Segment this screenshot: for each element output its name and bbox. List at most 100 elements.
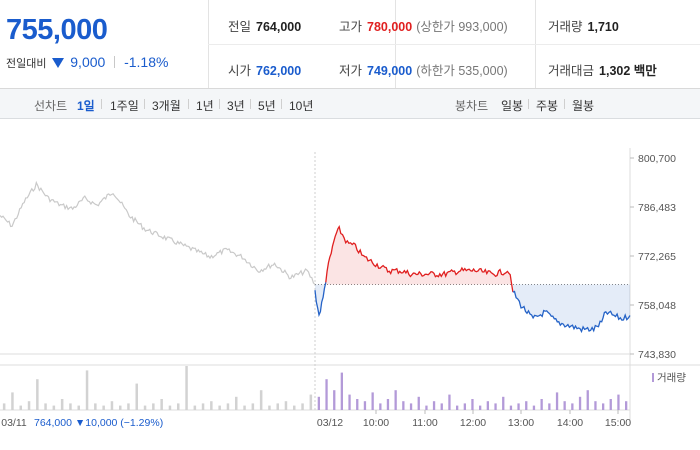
- y-tick-label: 743,830: [638, 349, 676, 361]
- prev-close-label: 전일: [228, 20, 252, 34]
- amount-label: 거래대금: [548, 64, 595, 78]
- today-volume-bar: [479, 405, 482, 410]
- prev-volume-bar: [110, 401, 114, 410]
- today-volume-bar: [609, 399, 612, 410]
- tab-5year[interactable]: 5년: [258, 99, 276, 113]
- y-tick-label: 772,265: [638, 251, 676, 263]
- tab-1week[interactable]: 1주일: [110, 99, 139, 113]
- prev-volume-bar: [52, 405, 56, 410]
- today-volume-bar: [509, 405, 513, 410]
- summary-header: 755,000 전일대비 9,000 -1.18% 전일 764,000 시가 76…: [0, 0, 700, 89]
- today-volume-bar: [340, 372, 343, 410]
- amount-value: 1,302 백만: [599, 64, 657, 78]
- today-volume-bar: [409, 403, 413, 410]
- today-volume-bar: [325, 379, 328, 410]
- tab-weekly-candle[interactable]: 주봉: [536, 99, 559, 113]
- prev-volume-bar: [27, 401, 31, 410]
- tab-divider: [144, 99, 145, 109]
- price-panel: 755,000 전일대비 9,000 -1.18%: [0, 0, 209, 88]
- prev-volume-bar: [85, 370, 89, 410]
- volume-value: 1,710: [587, 20, 619, 34]
- tab-divider: [250, 99, 251, 109]
- today-volume-bar: [379, 403, 382, 410]
- tab-3month[interactable]: 3개월: [152, 99, 181, 113]
- today-volume-bar: [456, 405, 459, 410]
- prev-volume-bar: [218, 405, 221, 410]
- x-tick-label: 11:00: [412, 417, 438, 429]
- tab-divider: [528, 99, 529, 109]
- today-volume-bar: [594, 401, 597, 410]
- prev-volume-bar: [284, 401, 288, 410]
- prev-volume-bar: [259, 390, 263, 410]
- tab-1year[interactable]: 1년: [196, 99, 214, 113]
- today-volume-bar: [486, 401, 489, 410]
- change-percent: -1.18%: [124, 54, 169, 70]
- candle-chart-label: 봉차트: [455, 99, 489, 113]
- tab-divider: [188, 99, 189, 109]
- chart-tab-bar: 선차트 1일 1주일 3개월 1년 3년 5년 10년 봉차트 일봉 주봉 월봉: [0, 89, 700, 119]
- today-volume-bar: [548, 403, 551, 410]
- prev-volume-bar: [119, 405, 122, 410]
- today-volume-bar: [386, 399, 390, 410]
- tab-3year[interactable]: 3년: [227, 99, 245, 113]
- x-tick-label: 15:00: [605, 417, 631, 429]
- today-volume-bar: [617, 394, 620, 410]
- down-area: [512, 284, 630, 332]
- today-volume-bar: [517, 403, 520, 410]
- volume-legend-swatch: [652, 373, 654, 382]
- x-tick-label: 13:00: [508, 417, 534, 429]
- prev-volume-bar: [36, 379, 39, 410]
- low-price: 저가 749,000 (하한가 535,000): [339, 60, 508, 79]
- low-label: 저가: [339, 64, 363, 78]
- today-volume-bar: [471, 399, 474, 410]
- today-volume-bar: [440, 403, 443, 410]
- prev-volume-bar: [309, 394, 313, 410]
- x-tick-label: 03/11: [1, 417, 27, 429]
- today-volume-bar: [586, 390, 589, 410]
- tab-10year[interactable]: 10년: [289, 99, 314, 113]
- today-volume-bar: [563, 401, 566, 410]
- down-triangle-icon: [52, 58, 65, 68]
- prev-volume-bar: [94, 403, 97, 410]
- tab-divider: [564, 99, 565, 109]
- tab-daily-candle[interactable]: 일봉: [501, 99, 524, 113]
- prev-volume-bar: [11, 392, 14, 410]
- chart-grid: [0, 148, 700, 425]
- prev-close-value: 764,000: [256, 20, 302, 34]
- tab-1day[interactable]: 1일: [77, 99, 95, 113]
- high-label: 고가: [339, 20, 363, 34]
- prev-volume-bar: [268, 405, 271, 410]
- change-row: 전일대비 9,000 -1.18%: [6, 54, 168, 71]
- prev-volume-bar: [168, 405, 172, 410]
- today-volume-bar: [402, 401, 405, 410]
- volume-info: 거래량 1,710: [548, 16, 619, 35]
- prev-volume-bar: [60, 399, 64, 410]
- x-tick-label: 12:00: [460, 417, 486, 429]
- open-price: 시가 762,000: [228, 60, 301, 79]
- prev-volume-bar: [102, 405, 105, 410]
- prev-day-series: [0, 180, 316, 285]
- prev-volume-bar: [135, 383, 138, 410]
- change-label: 전일대비: [6, 58, 47, 70]
- down-line: [314, 282, 327, 318]
- tab-monthly-candle[interactable]: 월봉: [572, 99, 595, 113]
- prev-volume-bar: [19, 405, 22, 410]
- prev-volume-bar: [251, 403, 255, 410]
- today-volume-bar: [502, 396, 505, 410]
- today-volume-bar: [394, 390, 397, 410]
- prev-volume-bar: [2, 403, 6, 410]
- prev-volume-bar: [177, 403, 180, 410]
- prev-volume-bar: [210, 401, 213, 410]
- prev-volume-bar: [193, 405, 197, 410]
- today-volume-bar: [425, 405, 428, 410]
- change-value: 9,000: [70, 54, 106, 70]
- volume-legend: 거래량: [657, 372, 686, 384]
- volume-label: 거래량: [548, 20, 583, 34]
- prev-volume-bar: [77, 405, 80, 410]
- prev-volume-bar: [201, 403, 205, 410]
- prev-volume-bar: [143, 405, 147, 410]
- today-volume-bar: [363, 401, 367, 410]
- prev-volume-bar: [185, 366, 188, 410]
- today-volume-bar: [448, 394, 451, 410]
